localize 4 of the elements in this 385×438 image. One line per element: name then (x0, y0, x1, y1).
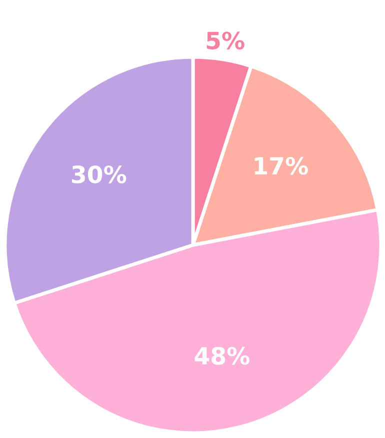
data-label: 30% (72, 165, 126, 184)
data-label: 5% (206, 32, 244, 50)
data-label: 48% (194, 346, 250, 365)
data-label: 17% (254, 156, 308, 175)
